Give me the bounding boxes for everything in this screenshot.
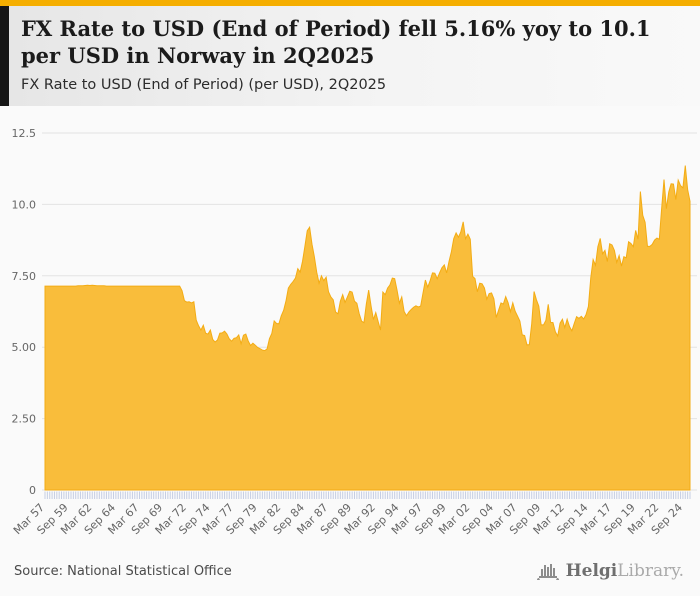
x-axis-ticks (44, 491, 691, 499)
accent-top-bar (0, 0, 700, 6)
helgi-bars-icon (536, 564, 559, 580)
y-axis-label: 12.5 (12, 127, 37, 140)
footer: Source: National Statistical Office Helg… (0, 546, 700, 596)
y-axis-labels: 0 2.50 5.00 7.50 10.0 12.5 (12, 127, 37, 497)
y-axis-label: 7.50 (12, 270, 37, 283)
helgi-library-logo: HelgiLibrary. (536, 560, 684, 582)
chart-area: 0 2.50 5.00 7.50 10.0 12.5 Mar 57 Sep 59 Mar 62 S… (0, 106, 700, 546)
logo-text-library: Library. (617, 561, 684, 581)
chart-subtitle: FX Rate to USD (End of Period) (per USD)… (21, 76, 387, 93)
y-axis-label: 0 (29, 484, 36, 497)
y-axis-label: 10.0 (12, 198, 37, 211)
page-title: FX Rate to USD (End of Period) fell 5.16… (21, 16, 651, 68)
source-note: Source: National Statistical Office (14, 563, 232, 579)
chart-header: FX Rate to USD (End of Period) fell 5.16… (0, 6, 700, 106)
logo-wordmark: HelgiLibrary. (566, 561, 684, 581)
area-series (44, 165, 691, 491)
logo-text-helgi: Helgi (565, 561, 618, 581)
y-axis-label: 5.00 (12, 341, 37, 354)
y-axis-label: 2.50 (12, 413, 37, 426)
